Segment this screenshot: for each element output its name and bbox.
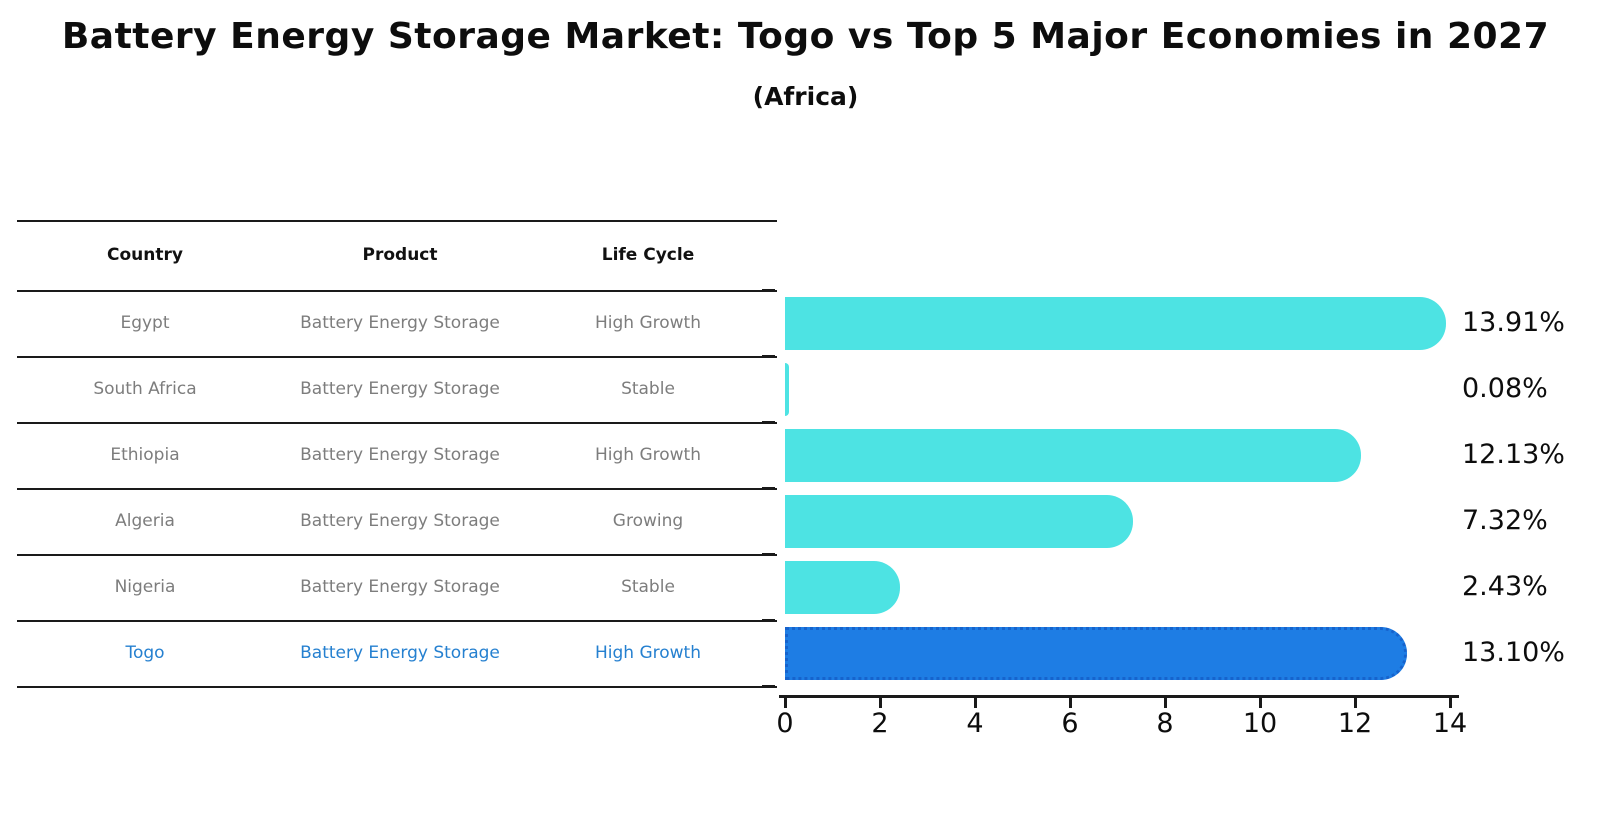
bar-value-label: 13.91% (1462, 307, 1565, 338)
x-axis-tick-label: 14 (1432, 708, 1468, 739)
x-axis-tick (973, 698, 977, 708)
table-separator-line (17, 422, 777, 424)
row-product: Battery Energy Storage (300, 379, 500, 399)
x-axis-tick-label: 4 (966, 708, 984, 739)
row-country: Togo (125, 643, 165, 663)
chart-title: Battery Energy Storage Market: Togo vs T… (61, 16, 1550, 57)
bar-value-label: 7.32% (1462, 505, 1548, 536)
x-axis-tick (1068, 698, 1072, 708)
y-axis-tick (762, 421, 775, 424)
table-separator-line (17, 620, 777, 622)
x-axis-tick-label: 6 (1061, 708, 1079, 739)
x-axis-tick-label: 0 (776, 708, 794, 739)
y-axis-tick (762, 553, 775, 556)
row-product: Battery Energy Storage (300, 511, 500, 531)
table-separator-line (17, 488, 777, 490)
row-country: Nigeria (114, 577, 176, 597)
table-header-product: Product (362, 245, 438, 265)
table-header-line (17, 290, 777, 292)
y-axis-tick (762, 289, 775, 292)
x-axis-tick (878, 698, 882, 708)
row-product: Battery Energy Storage (300, 577, 500, 597)
chart-subtitle: (Africa) (752, 82, 859, 111)
table-bottom-line (17, 686, 777, 688)
row-country: Egypt (120, 313, 170, 333)
x-axis-tick (1448, 698, 1452, 708)
table-header-life-cycle: Life Cycle (601, 245, 695, 265)
y-axis-tick (762, 685, 775, 688)
x-axis-tick-label: 12 (1337, 708, 1373, 739)
x-axis-tick (1163, 698, 1167, 708)
row-country: South Africa (93, 379, 197, 399)
bar-chart-plot-area: 0 2 4 6 8 10 12 14 (776, 0, 1485, 760)
bar-value-label: 12.13% (1462, 439, 1565, 470)
bar-ethiopia (785, 429, 1362, 482)
x-axis-tick (1258, 698, 1262, 708)
x-axis-tick (783, 698, 787, 708)
row-country: Ethiopia (110, 445, 180, 465)
bar-egypt (785, 297, 1446, 350)
table-separator-line (17, 554, 777, 556)
row-product: Battery Energy Storage (300, 643, 500, 663)
row-product: Battery Energy Storage (300, 445, 500, 465)
bar-algeria (785, 495, 1133, 548)
x-axis-tick-label: 10 (1242, 708, 1278, 739)
bar-value-label: 2.43% (1462, 571, 1548, 602)
bar-value-label: 0.08% (1462, 373, 1548, 404)
row-life-cycle: Stable (621, 577, 675, 597)
bar-togo-highlighted (785, 627, 1408, 680)
x-axis-tick-label: 8 (1156, 708, 1174, 739)
row-life-cycle: High Growth (594, 643, 701, 663)
x-axis-tick (1353, 698, 1357, 708)
row-life-cycle: High Growth (594, 445, 701, 465)
table-top-line (17, 220, 777, 222)
row-life-cycle: Growing (612, 511, 684, 531)
x-axis-line (779, 695, 1459, 698)
table-separator-line (17, 356, 777, 358)
y-axis-tick (762, 619, 775, 622)
row-life-cycle: Stable (621, 379, 675, 399)
row-country: Algeria (115, 511, 175, 531)
bar-value-label: 13.10% (1462, 637, 1565, 668)
row-product: Battery Energy Storage (300, 313, 500, 333)
bar-nigeria (785, 561, 901, 614)
table-header-country: Country (107, 245, 183, 265)
bar-south-africa (785, 363, 789, 416)
x-axis-tick-label: 2 (871, 708, 889, 739)
row-life-cycle: High Growth (594, 313, 701, 333)
y-axis-tick (762, 355, 775, 358)
y-axis-tick (762, 487, 775, 490)
